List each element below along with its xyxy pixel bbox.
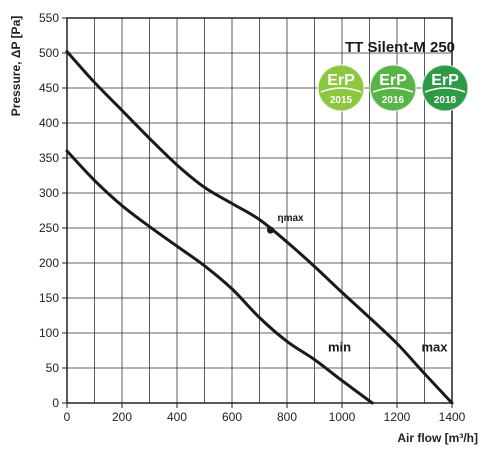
erp-badge-ring xyxy=(317,64,365,112)
y-tick-label: 250 xyxy=(39,221,59,235)
y-tick-label: 200 xyxy=(39,256,59,270)
erp-badge-ring xyxy=(421,64,469,112)
y-tick-label: 100 xyxy=(39,326,59,340)
erp-badge-label: ErP xyxy=(327,72,355,89)
curves: max min xyxy=(65,50,454,405)
y-tick-label: 550 xyxy=(39,11,59,25)
eta-max-point xyxy=(267,226,274,234)
erp-badge-swoosh xyxy=(320,87,362,93)
axes xyxy=(62,17,453,408)
eta-max-label: ηmax xyxy=(278,213,305,224)
y-tick-label: 300 xyxy=(39,186,59,200)
x-axis-title: Air flow [m³/h] xyxy=(397,431,478,445)
chart-title: TT Silent-M 250 xyxy=(345,39,455,56)
x-tick-label: 400 xyxy=(167,410,187,424)
erp-badge-2016: ErP 2016 xyxy=(369,64,417,112)
y-tick-label: 450 xyxy=(39,81,59,95)
y-tick-label: 350 xyxy=(39,151,59,165)
erp-badge-swoosh xyxy=(424,87,466,93)
curve-max xyxy=(65,50,454,405)
y-axis-title: Pressure, ΔP [Pa] xyxy=(9,16,23,116)
erp-badge-swoosh xyxy=(372,87,414,93)
x-tick-label: 200 xyxy=(112,410,132,424)
y-tick-label: 50 xyxy=(46,361,60,375)
erp-badge-year: 2015 xyxy=(330,95,353,106)
y-tick-label: 400 xyxy=(39,116,59,130)
curve-label-min: min xyxy=(328,340,351,355)
erp-badge-label: ErP xyxy=(379,72,407,89)
x-tick-label: 1400 xyxy=(439,410,466,424)
x-tick-label: 800 xyxy=(277,410,297,424)
annotations: ηmax xyxy=(267,213,304,234)
x-tick-labels: 0 200 400 600 800 1000 1200 1400 xyxy=(64,410,466,424)
erp-badge-label: ErP xyxy=(431,72,459,89)
curve-label-max: max xyxy=(422,340,449,355)
plot-frame xyxy=(66,17,453,404)
x-tick-label: 600 xyxy=(222,410,242,424)
x-tick-label: 1200 xyxy=(384,410,411,424)
erp-badge-year: 2016 xyxy=(382,95,405,106)
erp-badge-2018: ErP 2018 xyxy=(421,64,469,112)
y-tick-label: 500 xyxy=(39,46,59,60)
y-tick-labels: 0 50 100 150 200 250 300 350 400 450 500 550 xyxy=(39,11,59,410)
erp-badges: ErP 2015 ErP 2016 ErP 2018 xyxy=(317,64,469,112)
x-tick-label: 0 xyxy=(64,410,71,424)
x-tick-label: 1000 xyxy=(329,410,356,424)
erp-badge-ring xyxy=(369,64,417,112)
curve-min xyxy=(65,149,374,405)
erp-badge-year: 2018 xyxy=(434,95,457,106)
erp-badge-2015: ErP 2015 xyxy=(317,64,365,112)
y-tick-label: 0 xyxy=(52,396,59,410)
y-tick-label: 150 xyxy=(39,291,59,305)
